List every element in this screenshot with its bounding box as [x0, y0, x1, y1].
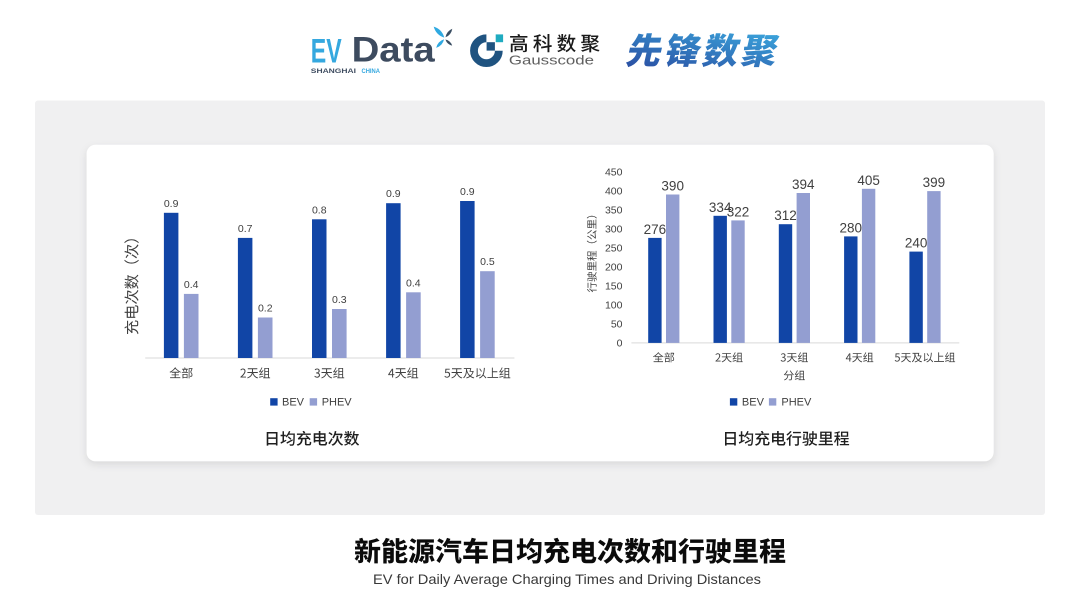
svg-text:276: 276	[644, 222, 667, 237]
svg-text:150: 150	[605, 281, 623, 293]
svg-text:312: 312	[774, 208, 797, 223]
svg-text:SHANGHAI: SHANGHAI	[311, 68, 357, 75]
svg-text:0.9: 0.9	[164, 198, 179, 210]
svg-text:0: 0	[617, 338, 623, 350]
svg-text:450: 450	[605, 166, 623, 178]
svg-text:0.9: 0.9	[386, 188, 401, 200]
svg-text:322: 322	[727, 204, 750, 219]
svg-text:399: 399	[923, 175, 946, 190]
svg-text:0.5: 0.5	[480, 256, 495, 268]
svg-text:350: 350	[605, 204, 623, 216]
svg-text:PHEV: PHEV	[781, 397, 812, 409]
svg-text:CHINA: CHINA	[362, 68, 381, 75]
svg-text:BEV: BEV	[282, 397, 305, 409]
svg-text:300: 300	[605, 223, 623, 235]
svg-text:400: 400	[605, 185, 623, 197]
svg-text:0.4: 0.4	[406, 277, 421, 289]
svg-text:Gausscode: Gausscode	[509, 53, 594, 67]
svg-text:PHEV: PHEV	[322, 397, 353, 409]
svg-text:Data: Data	[352, 31, 436, 70]
svg-text:394: 394	[792, 177, 815, 192]
svg-text:0.9: 0.9	[460, 186, 475, 198]
svg-text:100: 100	[605, 300, 623, 312]
svg-text:EV: EV	[311, 32, 342, 70]
svg-text:250: 250	[605, 243, 623, 255]
svg-text:334: 334	[709, 200, 732, 215]
svg-text:0.7: 0.7	[238, 223, 253, 235]
svg-text:0.3: 0.3	[332, 294, 347, 306]
svg-text:0.4: 0.4	[184, 279, 199, 291]
svg-text:405: 405	[857, 173, 880, 188]
svg-text:EV for Daily Average Charging: EV for Daily Average Charging Times and …	[373, 571, 761, 587]
svg-text:280: 280	[840, 220, 863, 235]
svg-text:240: 240	[905, 236, 928, 251]
svg-text:0.2: 0.2	[258, 303, 273, 315]
svg-text:200: 200	[605, 262, 623, 274]
svg-text:BEV: BEV	[742, 397, 765, 409]
svg-text:0.8: 0.8	[312, 204, 327, 216]
svg-text:50: 50	[611, 319, 623, 331]
svg-text:390: 390	[661, 179, 684, 194]
